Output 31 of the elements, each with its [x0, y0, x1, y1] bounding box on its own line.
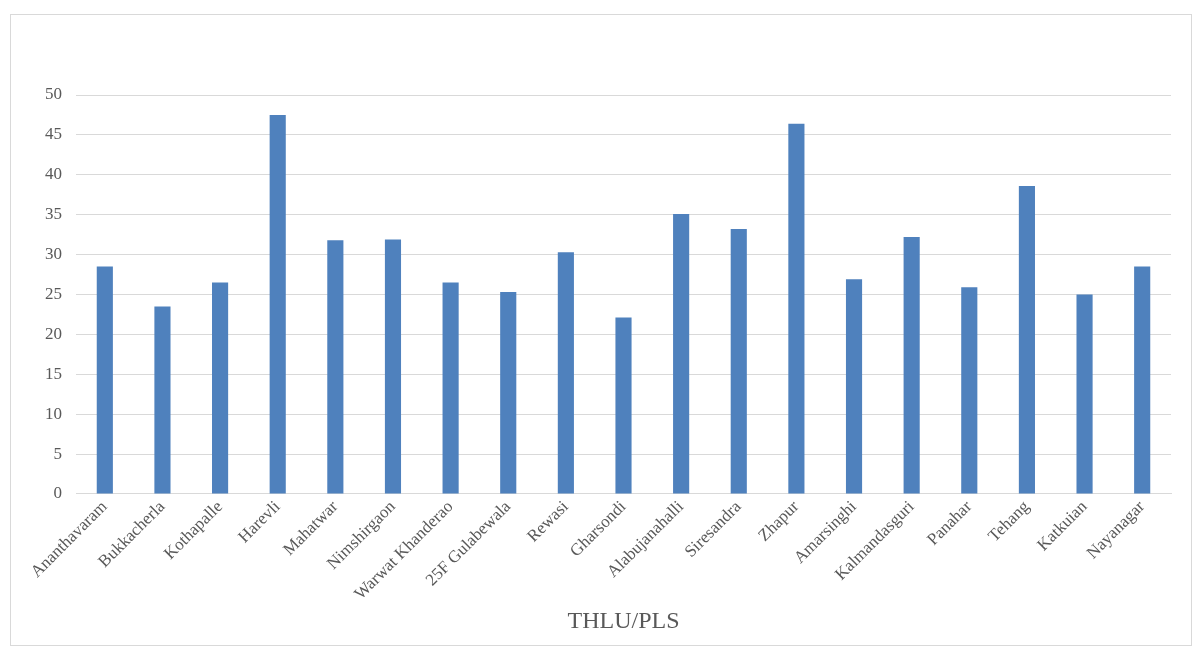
- bar: [615, 317, 632, 494]
- bar: [442, 282, 459, 494]
- y-tick-label: 25: [45, 283, 62, 303]
- y-tick-label: 35: [45, 204, 62, 224]
- bar: [96, 266, 113, 494]
- bar: [1018, 185, 1035, 494]
- bar: [500, 292, 517, 494]
- y-tick-label: 15: [45, 363, 62, 383]
- y-tick-label: 50: [45, 84, 62, 104]
- bar: [212, 282, 229, 494]
- x-axis-title: THLU/PLS: [567, 606, 680, 633]
- y-tick-label: 20: [45, 323, 62, 343]
- bar: [845, 279, 863, 494]
- bar: [269, 114, 286, 494]
- y-tick-label: 30: [45, 244, 62, 264]
- bar: [673, 213, 690, 494]
- bar: [327, 240, 344, 494]
- bar: [903, 237, 920, 494]
- y-tick-label: 0: [53, 483, 62, 503]
- bar: [961, 287, 978, 494]
- bar: [384, 239, 402, 494]
- bar: [557, 252, 574, 494]
- y-tick-label: 40: [45, 164, 62, 184]
- bar: [1076, 294, 1093, 494]
- bar: [788, 123, 805, 494]
- y-tick-label: 45: [45, 124, 62, 144]
- y-tick-label: 10: [45, 403, 62, 423]
- y-tick-label: 5: [53, 443, 62, 463]
- bar: [1134, 266, 1151, 494]
- bar: [154, 306, 171, 494]
- bar: [730, 229, 747, 494]
